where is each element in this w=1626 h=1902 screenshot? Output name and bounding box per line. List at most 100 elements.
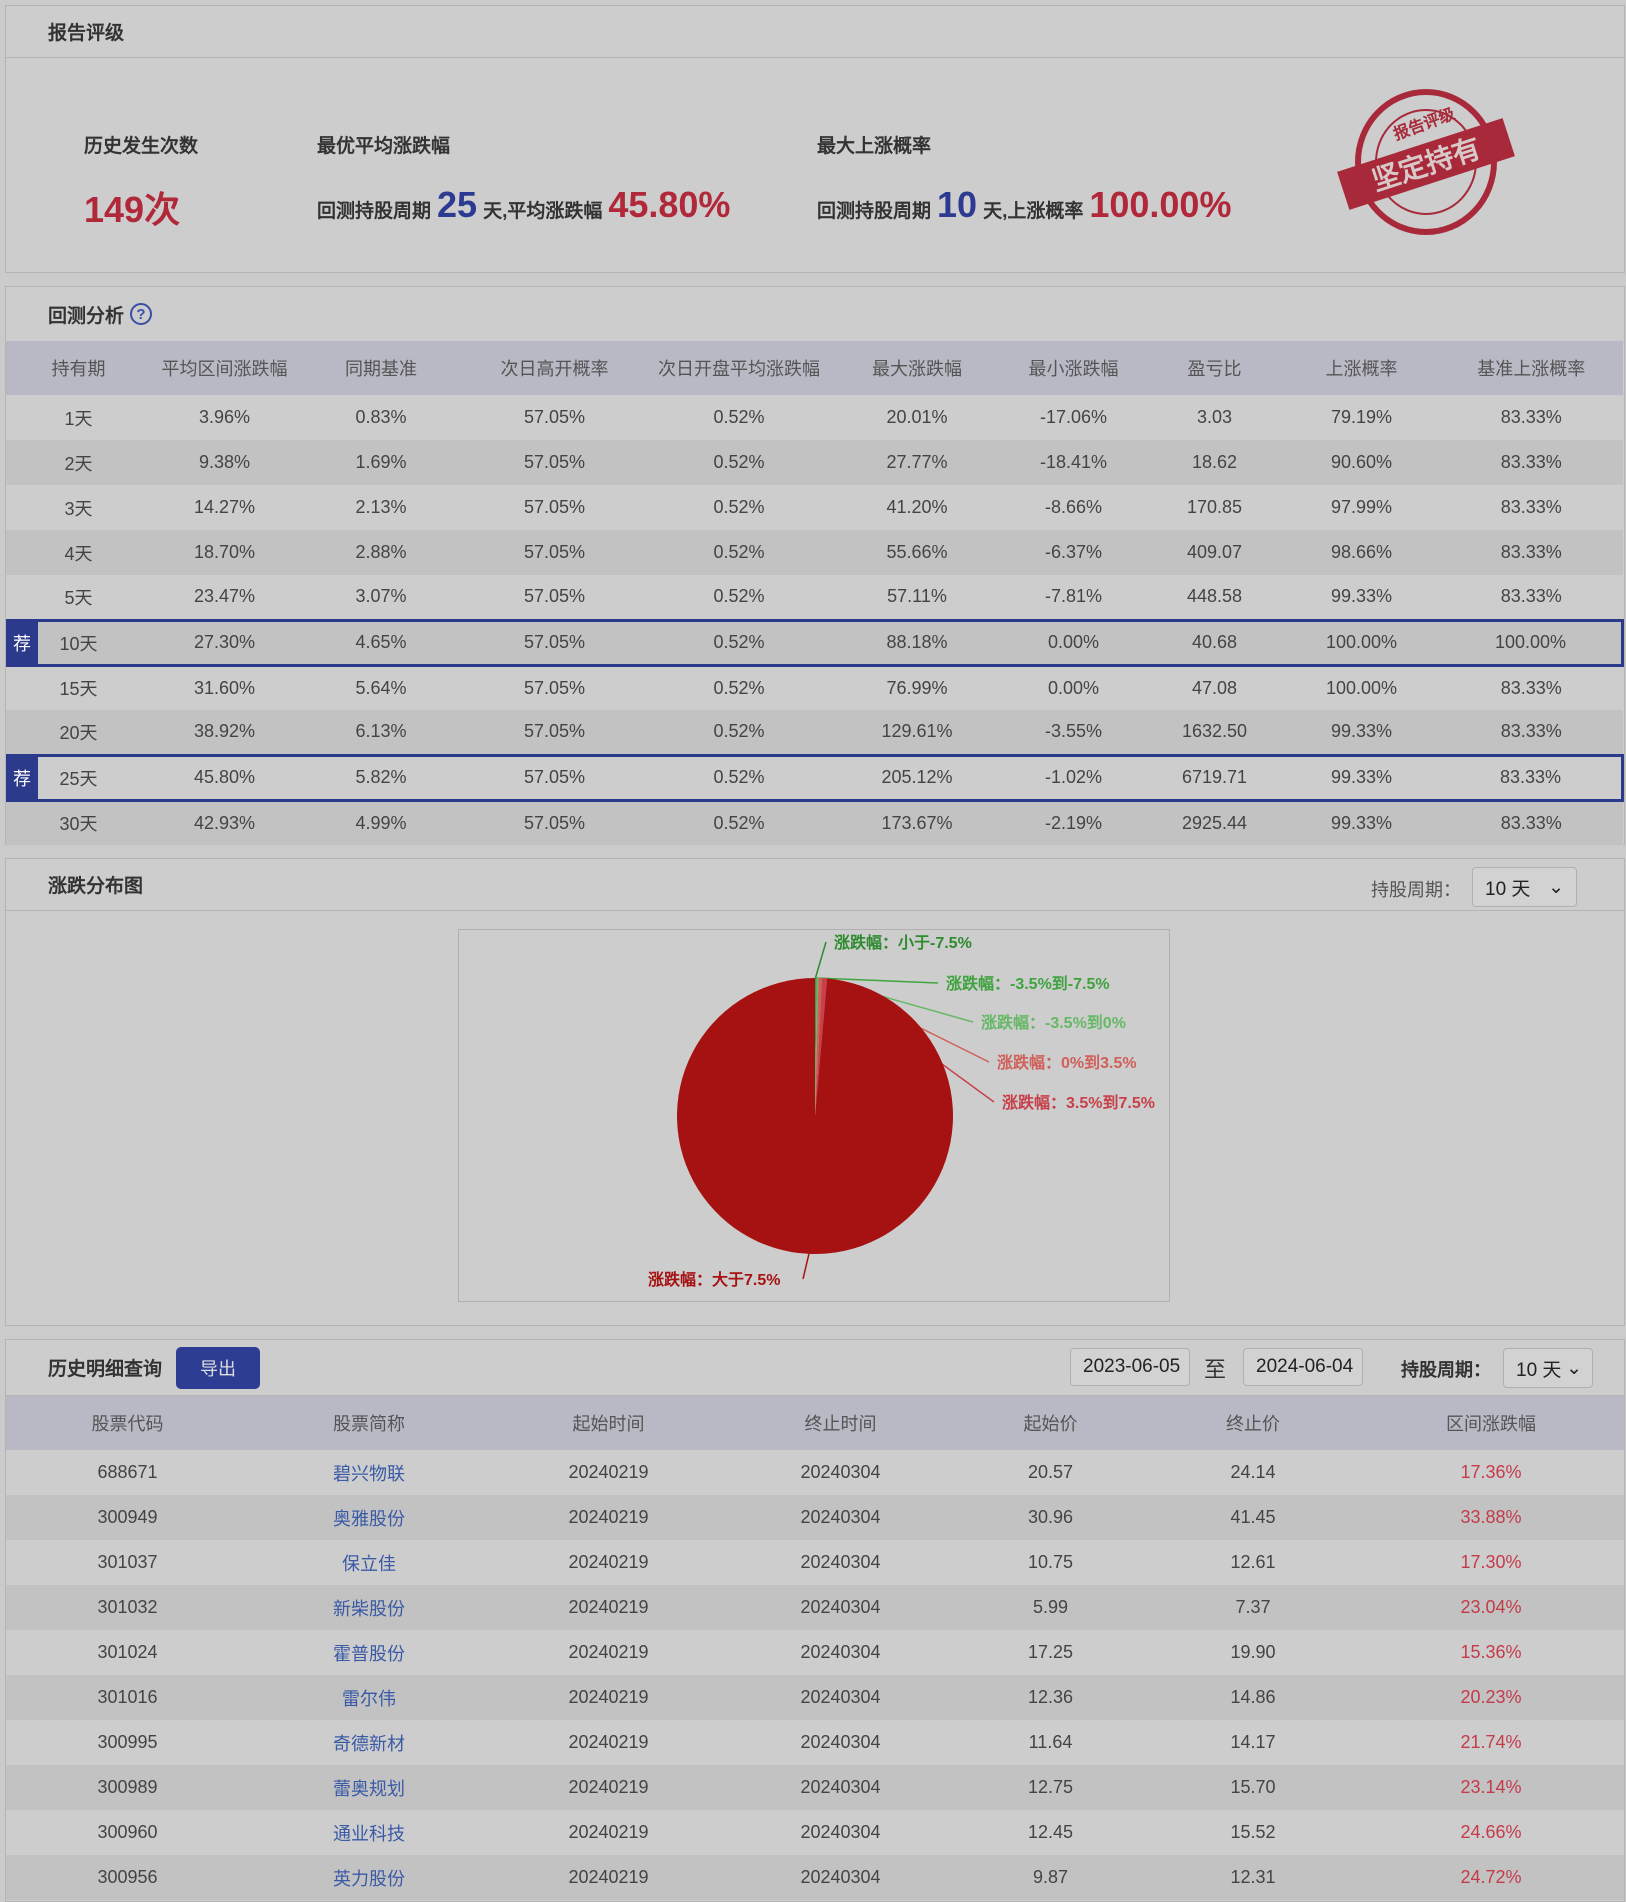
date-to-input[interactable]: 2024-06-04: [1243, 1348, 1363, 1386]
column-header: 最小涨跌幅: [1001, 341, 1146, 395]
rating-stamp: 报告评级 坚定持有: [1337, 89, 1515, 235]
table-row[interactable]: 301037 保立佳 20240219 20240304 10.75 12.61 17.30…: [6, 1540, 1624, 1585]
column-header: 上涨概率: [1283, 341, 1440, 395]
table-cell: 2.88%: [298, 530, 464, 575]
table-cell: 6.13%: [298, 710, 464, 755]
table-cell: 荐 25天: [6, 753, 151, 802]
table-cell: 20240219: [489, 1765, 728, 1810]
pie-slice[interactable]: [815, 978, 822, 1116]
history-period-select[interactable]: 10 天 ⌄: [1503, 1348, 1593, 1388]
table-cell: 23.47%: [151, 575, 298, 620]
table-cell: 83.33%: [1440, 665, 1623, 710]
table-cell: 3.96%: [151, 395, 298, 440]
stock-name-link[interactable]: 雷尔伟: [249, 1675, 489, 1720]
stock-name-link[interactable]: 奥雅股份: [249, 1495, 489, 1540]
table-row[interactable]: 300995 奇德新材 20240219 20240304 11.64 14.17 21.7…: [6, 1720, 1624, 1765]
stock-name-link[interactable]: 英力股份: [249, 1855, 489, 1900]
table-row: 30天 42.93% 4.99% 57.05% 0.52% 173.67% -2.19% 29…: [6, 800, 1623, 845]
table-cell: 9.38%: [151, 440, 298, 485]
stock-name-link[interactable]: 保立佳: [342, 1553, 396, 1574]
table-cell: 57.05%: [464, 710, 645, 755]
table-cell: -18.41%: [1001, 440, 1146, 485]
cell-value: 83.33%: [1500, 452, 1562, 472]
table-cell: 0.52%: [645, 395, 833, 440]
table-cell: 20240219: [568, 1732, 649, 1752]
cell-value: 5天: [64, 587, 93, 608]
table-cell: 15.52: [1230, 1822, 1276, 1842]
best-line: 回测持股周期 25 天,平均涨跌幅 45.80%: [317, 184, 730, 226]
cell-value: 2.88%: [355, 542, 407, 562]
table-cell: 88.18%: [833, 618, 1001, 667]
cell-value: 99.33%: [1330, 812, 1393, 833]
table-row[interactable]: 300956 英力股份 20240219 20240304 9.87 12.31 24.72…: [6, 1855, 1624, 1900]
leader-line: [802, 1253, 810, 1280]
period-select[interactable]: 10 天 ⌄: [1472, 867, 1577, 907]
cell-value: 38.92%: [193, 721, 256, 742]
prob-days: 10: [937, 184, 978, 225]
table-cell: 20240219: [568, 1642, 649, 1662]
stock-name-link[interactable]: 霍普股份: [333, 1643, 405, 1664]
table-row[interactable]: 301024 霍普股份 20240219 20240304 17.25 19.90 15.3…: [6, 1630, 1624, 1675]
recommend-badge: 荐: [6, 621, 38, 664]
pie-slice[interactable]: [815, 978, 817, 1116]
cell-value: 83.33%: [1500, 542, 1562, 562]
table-cell: 4.65%: [298, 618, 464, 667]
cell-value: 0.52%: [713, 586, 765, 607]
stock-name-link[interactable]: 新柴股份: [249, 1585, 489, 1630]
table-row[interactable]: 300960 通业科技 20240219 20240304 12.45 15.52 24.6…: [6, 1810, 1624, 1855]
table-cell: -6.37%: [1001, 530, 1146, 575]
pie-slice[interactable]: [815, 978, 819, 1116]
cell-value: 0.52%: [713, 677, 765, 698]
table-row[interactable]: 301016 雷尔伟 20240219 20240304 12.36 14.86 20.23…: [6, 1675, 1624, 1720]
table-cell: 0.52%: [645, 440, 833, 485]
stock-name-link[interactable]: 碧兴物联: [333, 1463, 405, 1484]
table-cell: 20240304: [800, 1642, 881, 1662]
table-row[interactable]: 301032 新柴股份 20240219 20240304 5.99 7.37 23.04%: [6, 1585, 1624, 1630]
table-cell: 20240219: [489, 1675, 728, 1720]
table-cell: 0.52%: [645, 575, 833, 620]
table-cell: 0.52%: [645, 753, 833, 802]
table-row[interactable]: 688671 碧兴物联 20240219 20240304 20.57 24.14 17.3…: [6, 1450, 1624, 1495]
table-cell: 409.07: [1146, 530, 1283, 575]
best-prefix: 回测持股周期: [317, 201, 432, 222]
question-icon[interactable]: ?: [130, 303, 153, 325]
cell-value: 57.11%: [887, 586, 947, 607]
cell-value: 57.05%: [523, 767, 586, 787]
table-cell: 45.80%: [151, 753, 298, 802]
slice-label: 涨跌幅：0%到3.5%: [997, 1053, 1137, 1072]
stock-name-link[interactable]: 通业科技: [333, 1823, 405, 1844]
stock-name-link[interactable]: 奇德新材: [333, 1733, 405, 1754]
pie-slice[interactable]: [815, 978, 828, 1116]
cell-value: 3.96%: [198, 407, 251, 427]
recommend-badge: 荐: [6, 756, 38, 799]
table-cell: 1632.50: [1146, 710, 1283, 755]
date-from-input[interactable]: 2023-06-05: [1070, 1348, 1190, 1386]
table-row[interactable]: 300989 蕾奥规划 20240219 20240304 12.75 15.70 23.1…: [6, 1765, 1624, 1810]
cell-value: 57.05%: [523, 632, 586, 652]
pie-slice[interactable]: [677, 978, 954, 1254]
column-header: 平均区间涨跌幅: [151, 341, 298, 395]
table-cell: 90.60%: [1283, 440, 1440, 485]
stock-name-link[interactable]: 蕾奥规划: [249, 1765, 489, 1810]
table-cell: 18.70%: [151, 530, 298, 575]
cell-value: 57.05%: [523, 452, 586, 472]
table-cell: 24.66%: [1460, 1822, 1522, 1842]
table-cell: 57.05%: [464, 665, 645, 710]
table-row: 2天 9.38% 1.69% 57.05% 0.52% 27.77% -18.41% 18.6…: [6, 440, 1623, 485]
cell-value: -18.41%: [1039, 452, 1108, 472]
history-period-label: 持股周期：: [1401, 1360, 1491, 1380]
table-cell: 0.83%: [298, 395, 464, 440]
cell-value: 0.52%: [713, 407, 765, 427]
table-row: 1天 3.96% 0.83% 57.05% 0.52% 20.01% -17.06% 3.03…: [6, 395, 1623, 440]
backtest-panel: 回测分析 ? 持有期 平均区间涨跌幅 同期基准 次日高开概率 次日开盘平均涨跌幅 最大涨跌…: [5, 286, 1625, 845]
cell-value: 2925.44: [1181, 812, 1248, 833]
table-cell: 14.27%: [151, 485, 298, 530]
table-row[interactable]: 300949 奥雅股份 20240219 20240304 30.96 41.45 33.8…: [6, 1495, 1624, 1540]
table-cell: 3.07%: [298, 575, 464, 620]
prob-line: 回测持股周期 10 天,上涨概率 100.00%: [817, 184, 1231, 226]
recommended-row: 荐 25天 45.80% 5.82% 57.05% 0.52% 205.12% -1.02% 6…: [6, 753, 1624, 802]
table-cell: 83.33%: [1440, 800, 1623, 845]
cell-value: 83.33%: [1500, 586, 1562, 607]
export-button[interactable]: 导出: [176, 1346, 261, 1389]
best-label: 最优平均涨跌幅: [317, 136, 451, 157]
